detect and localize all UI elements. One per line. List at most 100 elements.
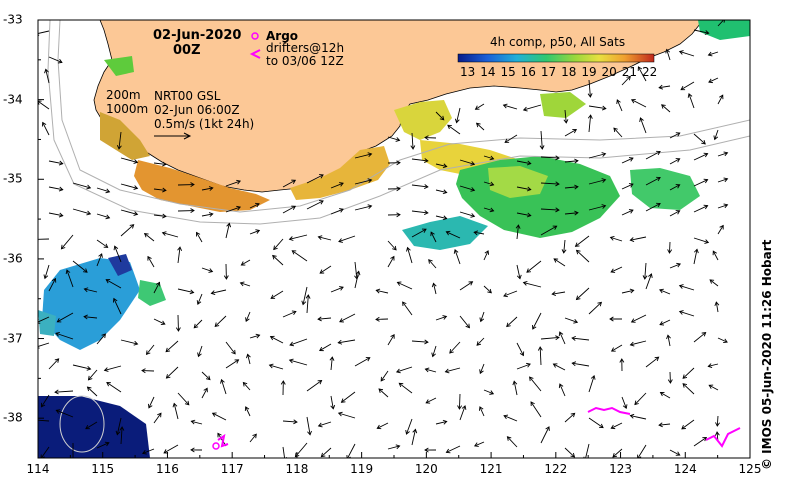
current-arrow-head (317, 235, 323, 240)
current-arrow-head (208, 186, 214, 191)
current-arrow (380, 370, 389, 382)
current-arrow-head (288, 236, 294, 241)
current-arrow (516, 160, 531, 165)
current-arrow (717, 225, 724, 235)
current-arrow-head (721, 20, 725, 23)
current-arrow (428, 259, 437, 269)
current-arrow-head (376, 424, 382, 430)
current-arrow-head (530, 401, 535, 407)
current-arrow-head (163, 449, 169, 454)
current-arrow-head (148, 403, 153, 409)
current-arrow-head (678, 284, 684, 289)
current-arrow (302, 286, 308, 305)
argo-float-marker (212, 442, 220, 450)
current-arrow (338, 412, 356, 419)
current-arrow-head (319, 174, 324, 179)
current-arrow-head (629, 288, 635, 294)
current-arrow (682, 367, 695, 379)
current-arrow-head (165, 374, 171, 379)
current-arrow (708, 384, 719, 391)
current-arrow-head (659, 288, 664, 294)
current-arrow-head (196, 300, 202, 305)
current-arrow-head (252, 433, 257, 439)
current-arrow-head (402, 301, 407, 307)
current-arrow-head (175, 327, 181, 332)
current-arrow (341, 391, 356, 403)
current-arrow-head (526, 268, 531, 273)
current-arrow-head (103, 243, 109, 248)
current-arrow (708, 51, 719, 56)
current-arrow-head (424, 447, 429, 453)
current-arrow (402, 301, 413, 316)
current-arrow-head (723, 151, 729, 157)
current-arrow (273, 238, 284, 250)
current-arrow (572, 362, 590, 367)
current-arrow-head (226, 222, 232, 228)
current-arrow (354, 153, 372, 159)
current-arrow (354, 357, 371, 367)
current-arrow (659, 319, 671, 326)
current-arrow (282, 420, 297, 423)
current-arrow-head (444, 368, 450, 374)
current-arrow-head (619, 358, 625, 363)
current-arrow-head (701, 139, 706, 145)
current-arrow-head (86, 210, 92, 216)
current-arrow (430, 231, 437, 243)
current-arrow (516, 212, 531, 217)
current-arrow (516, 342, 524, 356)
current-arrow (116, 417, 122, 435)
current-arrow (249, 203, 260, 209)
current-arrow-head (375, 316, 380, 322)
current-arrow (38, 30, 50, 34)
current-arrow-head (190, 447, 195, 453)
current-arrow (411, 158, 428, 162)
x-tick-label: 119 (350, 462, 374, 476)
current-arrow (588, 302, 602, 315)
current-arrow (645, 151, 661, 160)
current-arrow (659, 423, 671, 426)
current-arrow (153, 188, 166, 191)
current-arrow-head (396, 186, 401, 192)
current-arrow (201, 267, 213, 272)
current-arrow-head (55, 409, 61, 414)
current-arrow-head (142, 449, 147, 455)
current-arrow-head (54, 358, 60, 363)
current-arrow (630, 340, 647, 346)
current-arrow (153, 282, 160, 294)
current-arrow (474, 441, 485, 447)
current-arrow-head (601, 105, 607, 111)
current-arrow-head (453, 249, 459, 254)
current-arrow (72, 208, 91, 215)
current-arrow-head (424, 210, 429, 215)
current-arrow-head (431, 352, 436, 358)
current-arrow-head (457, 405, 463, 410)
current-arrow (378, 388, 389, 398)
current-arrow (637, 66, 647, 82)
current-arrow (576, 250, 590, 263)
x-tick-label: 116 (156, 462, 179, 476)
current-arrow (96, 253, 103, 267)
current-arrow-head (601, 152, 607, 157)
current-arrow (153, 214, 166, 217)
current-arrow (225, 359, 239, 369)
current-arrow (669, 210, 680, 217)
current-arrow-head (667, 249, 673, 254)
current-arrow-head (339, 286, 344, 291)
current-arrow (479, 363, 485, 374)
current-arrow-head (659, 391, 665, 397)
current-arrow (241, 259, 251, 266)
current-arrow (249, 334, 260, 339)
current-arrow (120, 183, 138, 189)
current-arrow (456, 107, 461, 123)
current-arrow-head (105, 188, 111, 194)
drifter-track (217, 433, 229, 448)
current-arrow-head (240, 261, 246, 266)
current-arrow-head (133, 211, 139, 216)
current-arrow (630, 415, 647, 420)
current-arrow (376, 289, 389, 294)
current-arrow (621, 157, 634, 164)
current-arrow (425, 397, 437, 404)
current-arrow-head (445, 448, 451, 454)
argo-legend-label: Argo (266, 29, 299, 43)
current-arrow (48, 160, 63, 165)
